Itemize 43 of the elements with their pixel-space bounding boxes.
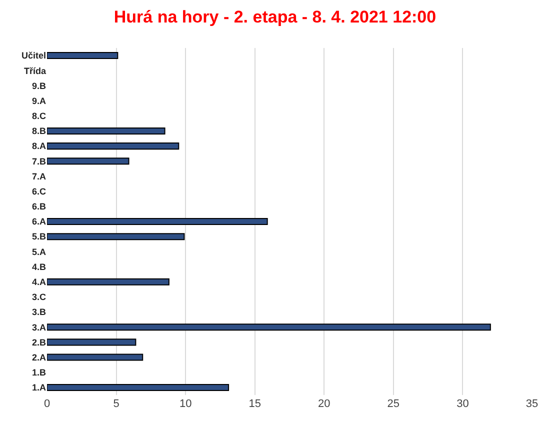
y-tick-label: 3.B: [32, 307, 46, 318]
y-tick-label: Učitel: [21, 50, 46, 61]
bar: [47, 278, 170, 286]
x-tick-label: 15: [248, 398, 261, 410]
y-tick-label: 3.A: [32, 322, 46, 332]
bar: [47, 233, 185, 240]
x-tick-label: 10: [179, 398, 192, 410]
y-tick-label: 7.A: [32, 171, 46, 182]
y-tick-label: 4.A: [32, 277, 46, 287]
y-tick-label: 2.A: [32, 352, 46, 362]
bar: [47, 354, 144, 361]
y-tick-label: 8.A: [32, 141, 46, 152]
x-tick-label: 5: [113, 398, 120, 410]
bar: [47, 142, 180, 150]
y-tick-label: 6.C: [32, 186, 46, 196]
y-tick-label: 1.A: [32, 382, 46, 393]
y-tick-label: 8.B: [32, 126, 46, 136]
y-tick-label: 1.B: [32, 368, 46, 378]
y-tick-label: 9.B: [32, 80, 46, 91]
bar: [47, 324, 491, 331]
y-tick-label: 6.A: [32, 216, 46, 227]
y-tick-label: 9.A: [32, 96, 46, 106]
x-tick-label: 35: [526, 398, 538, 410]
bar: [47, 338, 136, 346]
x-tick-label: 20: [318, 398, 330, 410]
x-tick-label: 0: [44, 398, 50, 410]
chart-title: Hurá na hory - 2. etapa - 8. 4. 2021 12:00: [114, 7, 436, 26]
bar: [47, 384, 230, 391]
bar: [47, 52, 118, 60]
y-tick-label: 2.B: [32, 337, 46, 348]
y-tick-label: Třída: [24, 66, 47, 76]
bar: [47, 158, 130, 165]
y-tick-label: 5.B: [32, 232, 46, 242]
y-tick-label: 5.A: [32, 246, 46, 257]
x-tick-label: 30: [456, 398, 469, 410]
y-tick-label: 6.B: [32, 202, 46, 212]
bar: [47, 127, 166, 134]
y-tick-label: 3.C: [32, 292, 46, 302]
y-tick-label: 4.B: [32, 262, 46, 272]
x-tick-label: 25: [387, 398, 400, 410]
y-tick-label: 8.C: [32, 111, 46, 122]
bar: [47, 218, 268, 226]
y-tick-label: 7.B: [32, 156, 46, 166]
